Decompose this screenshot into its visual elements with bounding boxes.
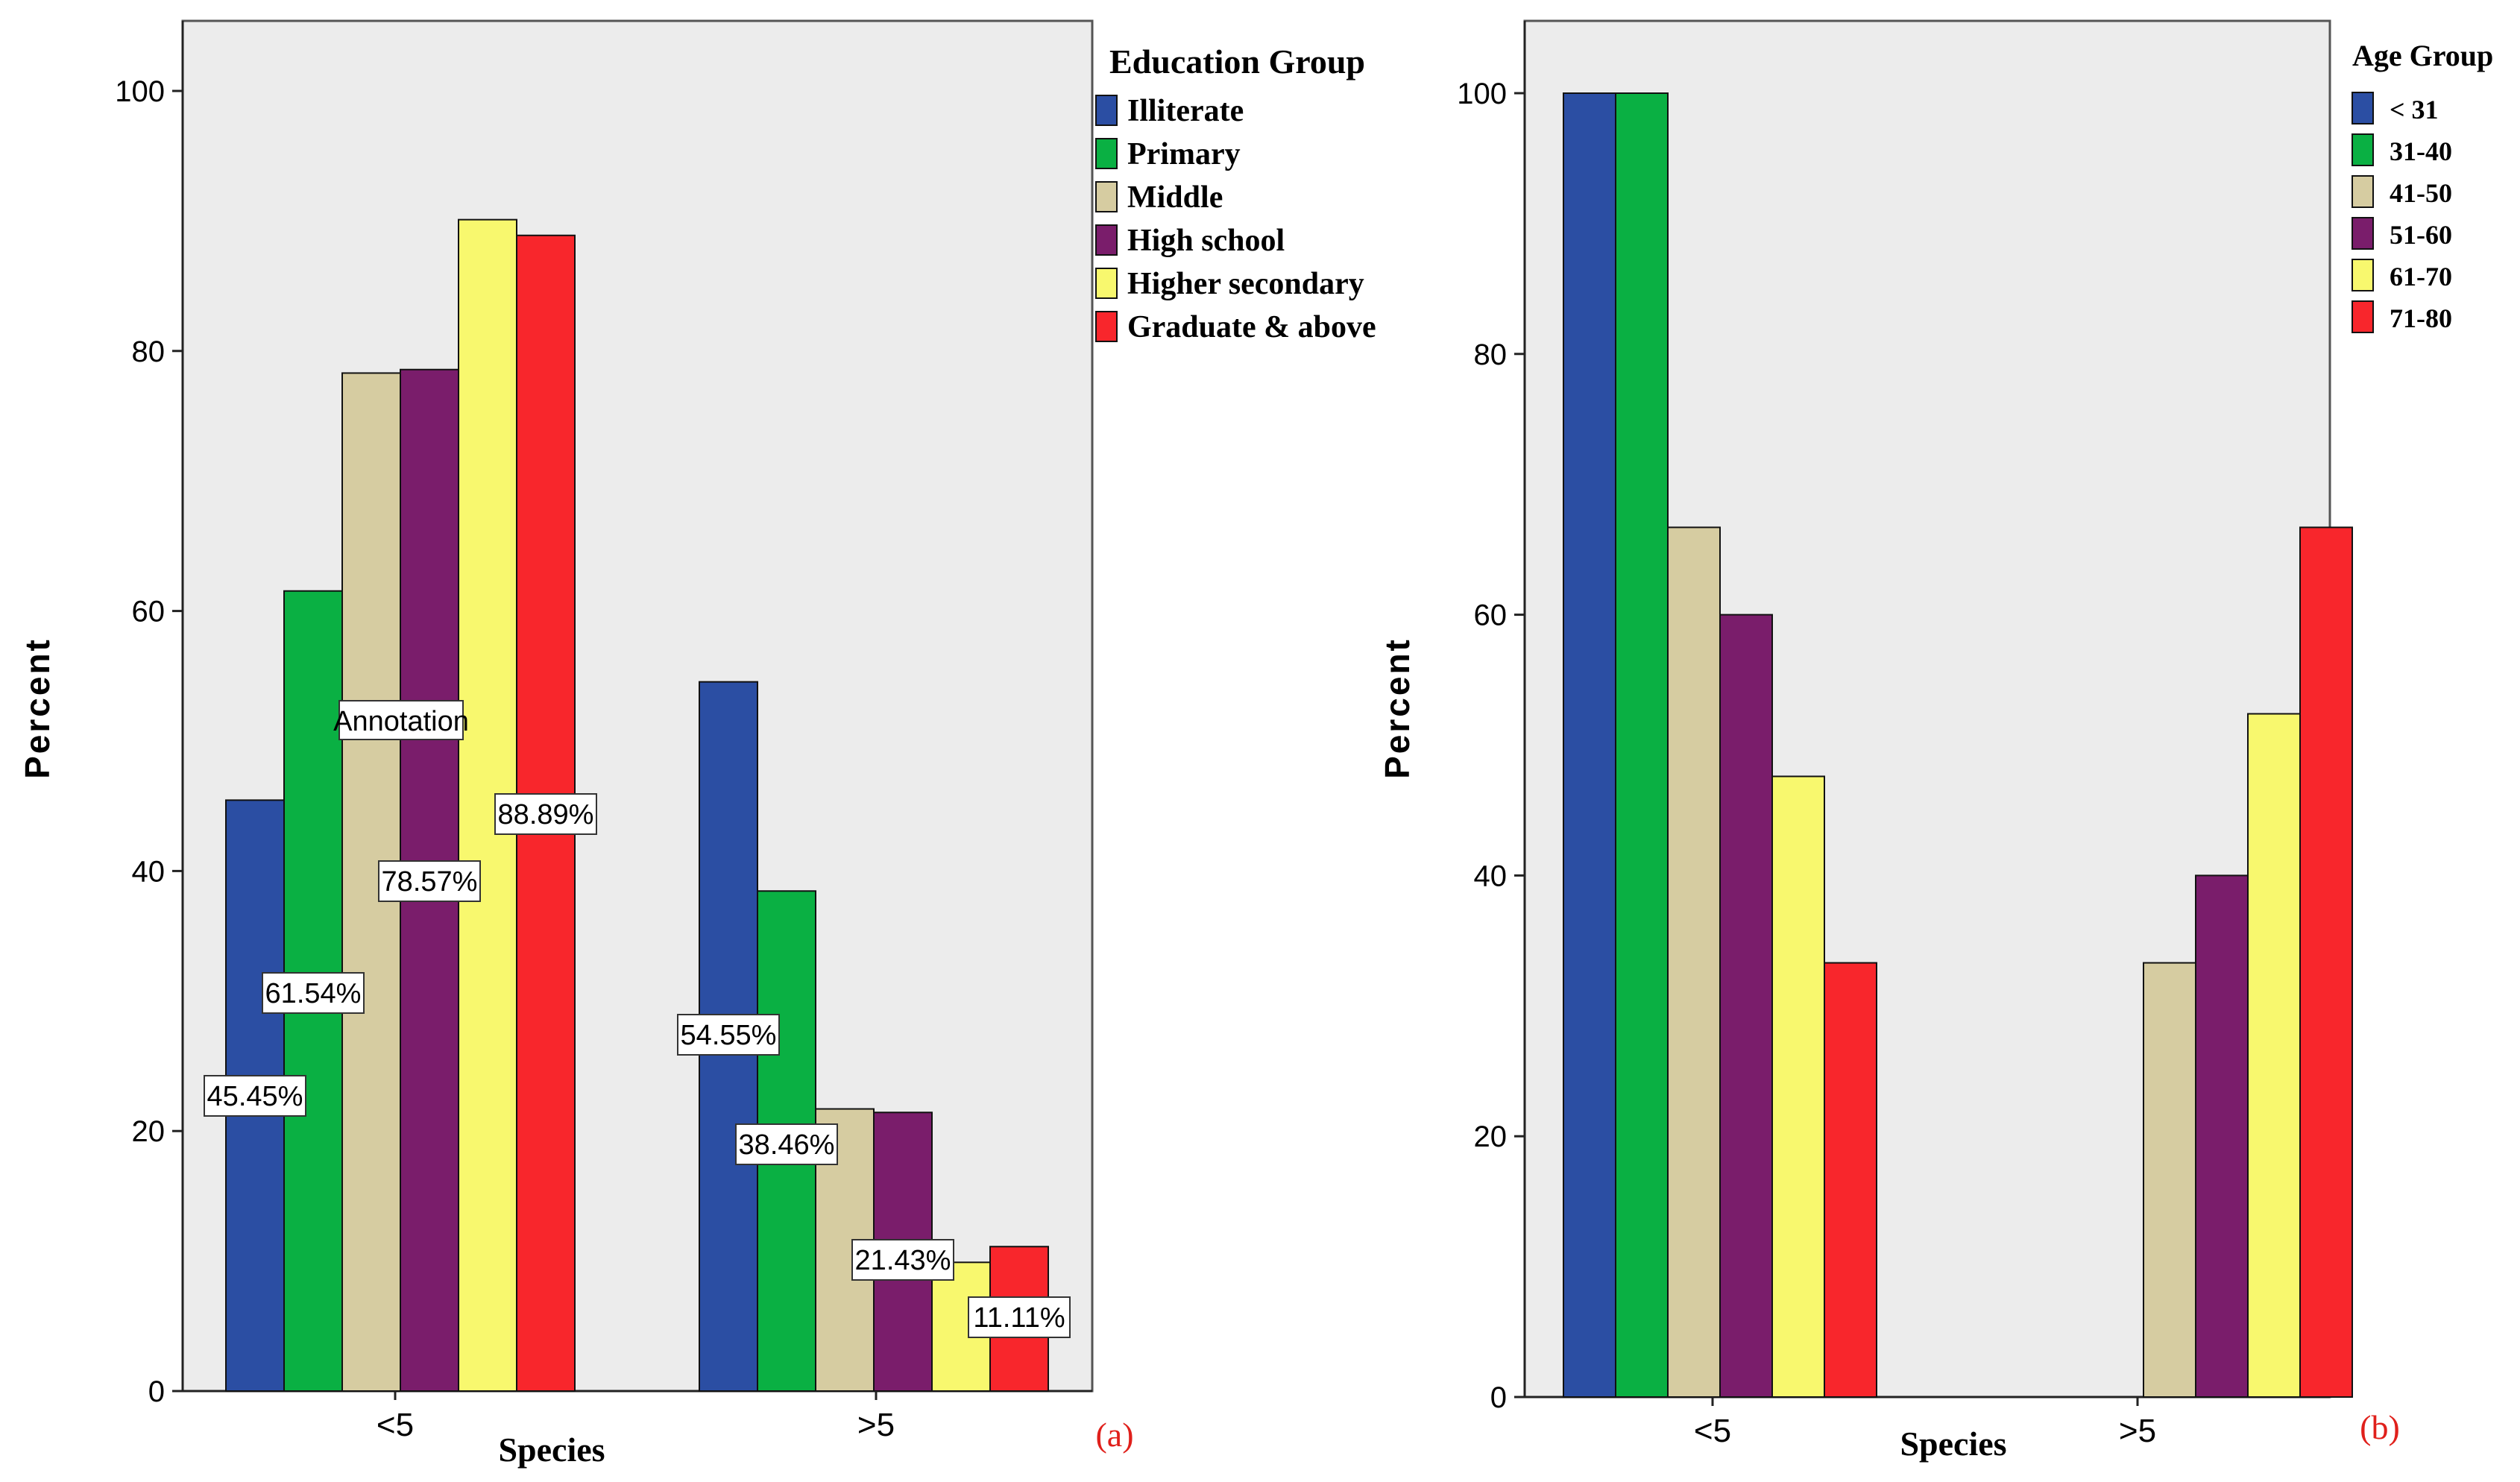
data-label-box [494, 793, 597, 835]
data-label: 38.46% [739, 1129, 835, 1161]
x-category-label: <5 [1694, 1413, 1731, 1449]
annotation-label: Annotation [333, 706, 469, 737]
data-label: 61.54% [265, 978, 362, 1009]
legend-title-b: Age Group [2352, 39, 2493, 72]
legend-label: 71-80 [2390, 303, 2452, 333]
legend-label: Middle [1127, 180, 1223, 215]
legend-label: 51-60 [2390, 220, 2452, 250]
bar-b-41-50-lt5 [1667, 526, 1721, 1398]
y-tick-label: 0 [1490, 1381, 1507, 1414]
legend-a: Education Group Illiterate Primary Middle H… [1095, 42, 1376, 344]
legend-label: 61-70 [2390, 262, 2452, 291]
bar-b-61-70-lt5 [1771, 775, 1825, 1398]
chart-b: 0 20 40 60 80 100 <5 >5 Percent Species (b) Ag… [1378, 19, 2493, 1463]
annotation-box: Annotation [333, 700, 469, 740]
bar-b-51-60-lt5 [1719, 614, 1773, 1398]
y-tick-label: 40 [1474, 860, 1508, 892]
legend-swatch [1095, 95, 1118, 126]
legend-swatch [2352, 300, 2374, 333]
legend-label: 31-40 [2390, 136, 2452, 166]
bar-b-61-70-gt5 [2247, 713, 2301, 1398]
data-label-box [262, 972, 365, 1014]
x-category-label: <5 [377, 1407, 414, 1443]
y-tick-label: 80 [132, 335, 166, 368]
data-label-box [378, 860, 481, 902]
legend-b: Age Group < 31 31-40 41-50 51-60 61-70 71-80 [2352, 39, 2493, 333]
legend-swatch [2352, 133, 2374, 166]
y-tick-label: 60 [132, 596, 166, 628]
bar-b-71-80-gt5 [2299, 526, 2353, 1398]
bar-b--31-lt5 [1563, 92, 1616, 1398]
x-axis-title-a: Species [498, 1431, 605, 1469]
bar-b-41-50-gt5 [2143, 962, 2196, 1398]
x-category-label: >5 [857, 1407, 895, 1443]
data-label: 45.45% [207, 1081, 303, 1112]
legend-label: Higher secondary [1127, 267, 1364, 301]
data-label-box [677, 1014, 780, 1056]
legend-label: High school [1127, 224, 1285, 258]
data-label: 21.43% [855, 1245, 951, 1276]
y-tick-label: 80 [1474, 338, 1508, 371]
bar-b-31-40-lt5 [1615, 92, 1669, 1398]
legend-label: < 31 [2390, 95, 2439, 124]
y-tick-label: 40 [132, 855, 166, 888]
legend-swatch [2352, 259, 2374, 291]
legend-swatch [1095, 311, 1118, 342]
legend-title-a: Education Group [1109, 42, 1365, 81]
legend-swatch [2352, 175, 2374, 208]
y-axis-title-b: Percent [1378, 637, 1417, 779]
data-label: 88.89% [498, 799, 594, 830]
legend-swatch [2352, 217, 2374, 250]
bar-b-51-60-gt5 [2195, 874, 2249, 1398]
data-label-box [204, 1075, 306, 1117]
y-tick-label: 100 [1457, 78, 1507, 110]
y-tick-label: 20 [132, 1115, 166, 1148]
legend-swatch [1095, 268, 1118, 299]
data-label-box [735, 1123, 838, 1165]
data-label-box [851, 1239, 954, 1281]
data-label-box [968, 1296, 1071, 1338]
y-tick-label: 100 [115, 75, 165, 108]
panel-tag-b: (b) [2360, 1408, 2400, 1446]
bar-b-71-80-lt5 [1824, 962, 1877, 1398]
y-tick-label: 60 [1474, 599, 1508, 632]
data-label: 78.57% [382, 866, 478, 898]
legend-label: Graduate & above [1127, 310, 1376, 344]
y-tick-label: 0 [148, 1375, 165, 1408]
y-axis-title-a: Percent [18, 637, 57, 779]
legend-swatch [2352, 92, 2374, 124]
chart-a: 0 20 40 60 80 100 45.45% 54.55% 61.54% 38.46% 78.… [18, 19, 1376, 1469]
data-label: 11.11% [973, 1302, 1065, 1334]
legend-label: Illiterate [1127, 94, 1244, 128]
x-axis-title-b: Species [1900, 1425, 2006, 1463]
legend-swatch [1095, 138, 1118, 169]
panel-tag-a: (a) [1095, 1416, 1133, 1454]
legend-label: 41-50 [2390, 178, 2452, 208]
y-tick-label: 20 [1474, 1120, 1508, 1153]
legend-swatch [1095, 224, 1118, 256]
legend-label: Primary [1127, 137, 1241, 171]
data-label: 54.55% [681, 1020, 777, 1051]
legend-swatch [1095, 181, 1118, 212]
x-category-label: >5 [2119, 1413, 2156, 1449]
